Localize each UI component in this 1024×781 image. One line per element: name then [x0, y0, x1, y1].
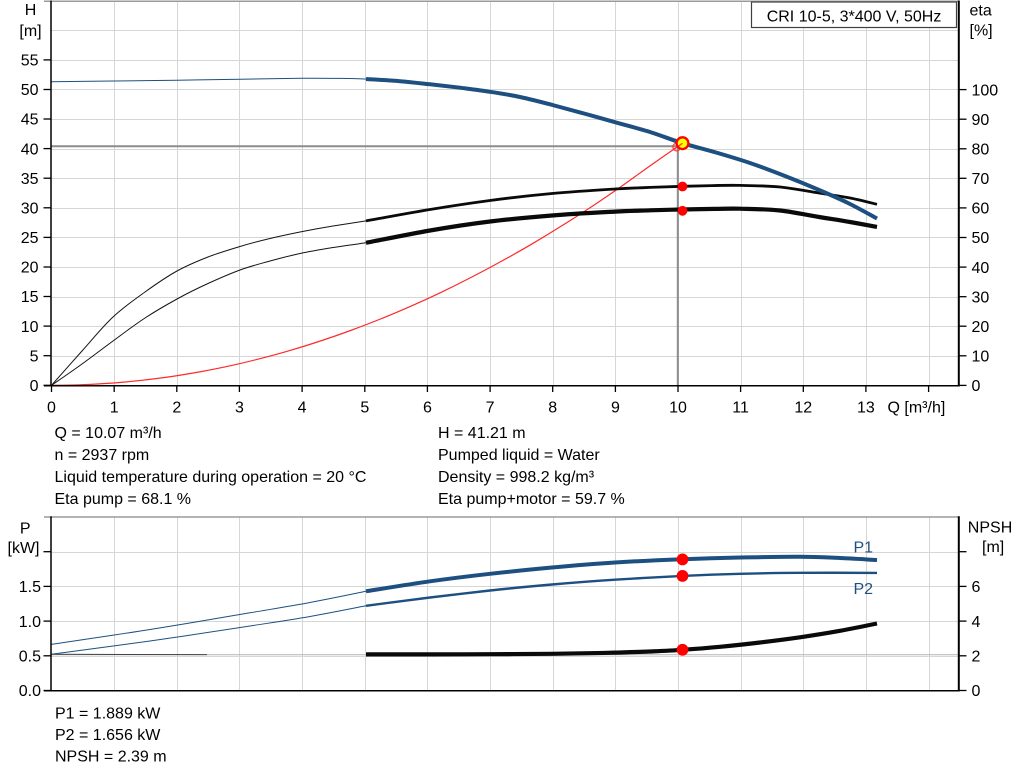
svg-text:H: H	[25, 2, 37, 19]
svg-text:35: 35	[21, 171, 39, 188]
svg-text:H = 41.21 m: H = 41.21 m	[438, 425, 526, 442]
svg-text:45: 45	[21, 112, 39, 129]
svg-text:[kW]: [kW]	[8, 540, 40, 557]
svg-text:10: 10	[972, 349, 990, 366]
svg-text:1.5: 1.5	[19, 579, 41, 596]
svg-text:NPSH = 2.39 m: NPSH = 2.39 m	[55, 748, 167, 765]
svg-text:Density = 998.2 kg/m³: Density = 998.2 kg/m³	[438, 469, 595, 486]
svg-text:10: 10	[669, 399, 687, 416]
svg-text:Pumped liquid = Water: Pumped liquid = Water	[438, 447, 600, 464]
svg-text:60: 60	[972, 201, 990, 218]
svg-text:0: 0	[972, 378, 981, 395]
svg-text:0: 0	[30, 378, 39, 395]
svg-text:70: 70	[972, 171, 990, 188]
svg-text:20: 20	[972, 319, 990, 336]
svg-text:6: 6	[972, 579, 981, 596]
svg-text:40: 40	[972, 260, 990, 277]
svg-text:4: 4	[972, 614, 981, 631]
svg-text:40: 40	[21, 141, 39, 158]
svg-text:50: 50	[972, 230, 990, 247]
svg-text:Eta pump = 68.1 %: Eta pump = 68.1 %	[55, 491, 192, 508]
svg-text:5: 5	[360, 399, 369, 416]
svg-text:P1: P1	[854, 540, 874, 557]
svg-text:NPSH: NPSH	[968, 520, 1012, 537]
svg-text:1.0: 1.0	[19, 614, 41, 631]
svg-text:50: 50	[21, 82, 39, 99]
svg-text:3: 3	[235, 399, 244, 416]
svg-text:30: 30	[972, 289, 990, 306]
svg-text:n = 2937 rpm: n = 2937 rpm	[55, 447, 150, 464]
svg-text:10: 10	[21, 319, 39, 336]
svg-text:0: 0	[972, 683, 981, 700]
svg-text:[m]: [m]	[982, 539, 1004, 556]
svg-text:15: 15	[21, 289, 39, 306]
svg-text:P2: P2	[854, 581, 874, 598]
svg-text:6: 6	[423, 399, 432, 416]
svg-text:80: 80	[972, 142, 990, 159]
svg-text:P: P	[20, 521, 31, 538]
svg-text:Q [m³/h]: Q [m³/h]	[888, 399, 946, 416]
svg-text:5: 5	[30, 348, 39, 365]
svg-text:13: 13	[857, 399, 875, 416]
svg-text:30: 30	[21, 201, 39, 218]
svg-text:Liquid temperature during oper: Liquid temperature during operation = 20…	[55, 469, 367, 486]
svg-text:8: 8	[548, 399, 557, 416]
svg-text:CRI 10-5, 3*400 V, 50Hz: CRI 10-5, 3*400 V, 50Hz	[767, 8, 942, 25]
svg-text:4: 4	[298, 399, 307, 416]
svg-text:90: 90	[972, 112, 990, 129]
svg-text:Eta pump+motor = 59.7 %: Eta pump+motor = 59.7 %	[438, 491, 625, 508]
svg-text:P1 = 1.889 kW: P1 = 1.889 kW	[55, 705, 161, 722]
svg-text:20: 20	[21, 260, 39, 277]
svg-text:eta: eta	[970, 2, 992, 19]
svg-text:[m]: [m]	[19, 23, 41, 40]
svg-text:25: 25	[21, 230, 39, 247]
svg-text:2: 2	[172, 399, 181, 416]
svg-text:11: 11	[732, 399, 749, 416]
svg-text:[%]: [%]	[970, 22, 993, 39]
svg-text:7: 7	[486, 399, 495, 416]
svg-text:0: 0	[47, 399, 56, 416]
svg-text:Q = 10.07 m³/h: Q = 10.07 m³/h	[55, 425, 162, 442]
svg-text:0.0: 0.0	[19, 683, 41, 700]
svg-text:55: 55	[21, 53, 39, 70]
svg-text:2: 2	[972, 649, 981, 666]
svg-text:0.5: 0.5	[19, 649, 41, 666]
svg-text:1: 1	[110, 399, 119, 416]
svg-text:100: 100	[972, 82, 999, 99]
svg-text:P2 = 1.656 kW: P2 = 1.656 kW	[55, 727, 161, 744]
svg-text:12: 12	[794, 399, 812, 416]
svg-text:9: 9	[611, 399, 620, 416]
